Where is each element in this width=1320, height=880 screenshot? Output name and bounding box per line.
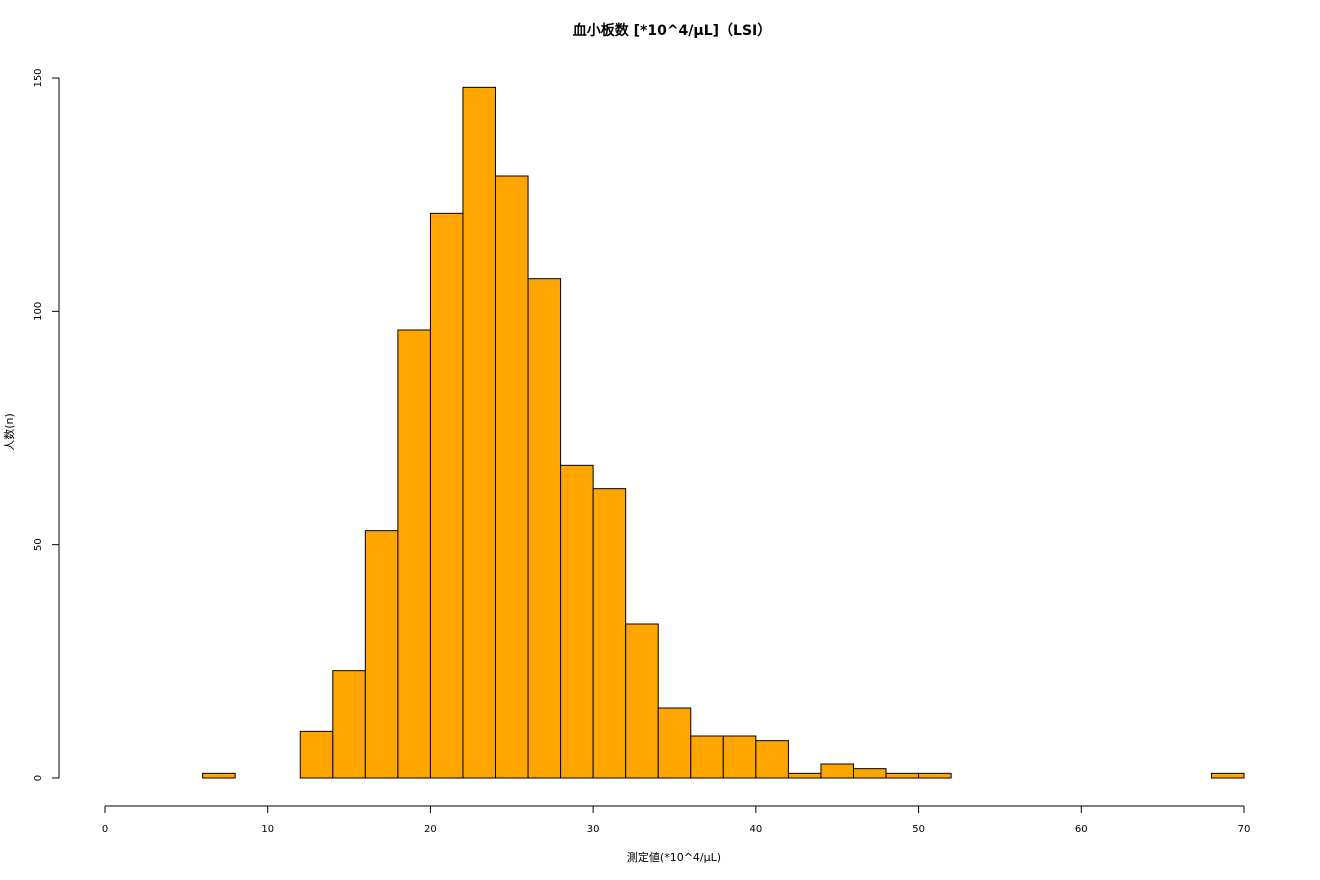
histogram-bar [1210, 772, 1245, 779]
x-tick-label: 70 [1238, 824, 1251, 835]
histogram-bar [690, 735, 724, 779]
x-tick-label: 20 [424, 824, 437, 835]
x-tick-label: 0 [102, 824, 108, 835]
histogram-bar [625, 623, 659, 779]
histogram-bar [495, 175, 529, 779]
histogram-bar [202, 772, 236, 779]
histogram-bar [820, 763, 854, 779]
histogram-bar [592, 488, 627, 779]
x-tick-label: 60 [1075, 824, 1088, 835]
y-tick-label: 50 [33, 538, 44, 551]
x-axis-label: 測定値(*10^4/μL) [627, 850, 721, 864]
histogram-bar [560, 464, 594, 779]
histogram-bar [722, 735, 757, 779]
histogram-bar [885, 772, 920, 779]
histogram-bar [299, 730, 334, 779]
histogram-bar [462, 86, 497, 779]
y-tick-label: 0 [33, 775, 44, 781]
x-tick-label: 30 [587, 824, 600, 835]
histogram-bar [787, 772, 822, 779]
y-tick-label: 150 [33, 68, 44, 87]
x-tick-label: 40 [749, 824, 762, 835]
histogram-bar [657, 707, 692, 779]
histogram-bar [397, 329, 431, 779]
x-tick-label: 10 [261, 824, 274, 835]
histogram-bar [918, 772, 952, 779]
histogram-bar [429, 212, 464, 779]
histogram-bar [852, 768, 887, 779]
x-axis: 0 10 20 30 40 50 60 70 [102, 805, 1251, 835]
y-axis-label: 人数(n) [3, 413, 16, 451]
y-tick-label: 100 [33, 302, 44, 321]
bars-group [202, 86, 1245, 779]
x-tick-label: 50 [912, 824, 925, 835]
histogram-bar [755, 740, 789, 779]
histogram-bar [527, 278, 562, 779]
histogram-bar [332, 670, 366, 779]
chart-title: 血小板数 [*10^4/μL]（LSI） [573, 22, 772, 39]
y-axis: 0 50 100 150 [33, 68, 60, 781]
histogram-bar [364, 530, 399, 779]
